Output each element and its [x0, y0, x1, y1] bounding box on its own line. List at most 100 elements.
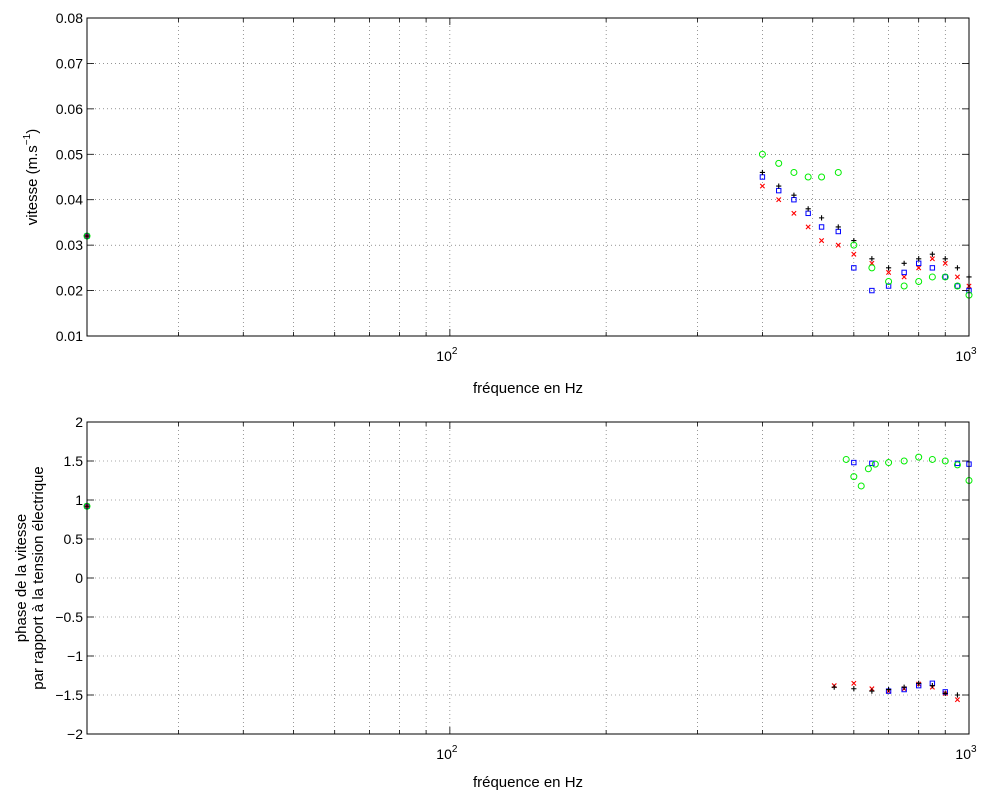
phase-points [83, 453, 973, 703]
phase-point-circle [953, 461, 961, 469]
velocity-point-square [851, 265, 857, 271]
velocity-point-plus [954, 265, 961, 271]
velocity-ticks: 0.01 0.02 0.03 0.04 0.05 0.06 0.07 0.08 102 103 [56, 10, 977, 364]
phase-y-tick-label: 1 [75, 492, 83, 508]
phase-point-plus [929, 683, 935, 689]
velocity-point-plus [929, 251, 935, 257]
velocity-axes-frame [86, 17, 970, 337]
velocity-x-tick-label: 103 [955, 346, 977, 364]
phase-point-circle [941, 457, 949, 465]
velocity-point-circle [850, 241, 858, 249]
velocity-point-circle [790, 168, 798, 176]
phase-x-axis-label: fréquence en Hz [473, 774, 583, 791]
velocity-panel: 0.01 0.02 0.03 0.04 0.05 0.06 0.07 0.08 102 103 f… [22, 10, 977, 397]
velocity-point-x [776, 197, 782, 203]
velocity-point-circle [885, 277, 893, 285]
velocity-point-circle [775, 159, 783, 167]
velocity-point-x [885, 269, 892, 275]
phase-point-circle [871, 460, 879, 468]
phase-point-circle [850, 473, 858, 481]
phase-point-x [851, 680, 857, 686]
phase-point-plus [885, 686, 892, 693]
velocity-point-square [885, 283, 892, 289]
velocity-y-tick-label: 0.04 [56, 192, 83, 208]
phase-y-tick-label: −1.5 [55, 687, 83, 703]
velocity-point-circle [758, 150, 766, 158]
velocity-y-tick-label: 0.01 [56, 328, 83, 344]
velocity-x-axis-label: fréquence en Hz [473, 380, 583, 397]
phase-x-tick-label: 103 [955, 744, 977, 762]
velocity-point-square [901, 269, 907, 276]
phase-y-tick-label: 0 [75, 570, 83, 586]
phase-y-axis-label: phase de la vitessepar rapport à la tens… [13, 466, 47, 689]
velocity-point-x [954, 274, 961, 280]
velocity-y-tick-label: 0.03 [56, 237, 83, 253]
phase-y-axis-label-line-2: par rapport à la tension électrique [30, 466, 47, 689]
phase-point-circle [915, 453, 923, 461]
velocity-y-axis-label-exponent: −1 [22, 133, 33, 145]
phase-point-plus [901, 684, 907, 690]
velocity-point-circle [868, 264, 876, 272]
phase-point-square [851, 459, 857, 466]
velocity-point-x [818, 238, 825, 244]
phase-point-x [954, 697, 961, 703]
phase-point-plus [916, 680, 922, 686]
velocity-point-plus [818, 215, 825, 221]
velocity-point-x [805, 224, 811, 230]
phase-point-plus [851, 686, 857, 692]
velocity-point-square [869, 287, 875, 294]
velocity-point-plus [885, 265, 892, 271]
phase-point-circle [857, 482, 865, 490]
velocity-point-circle [928, 273, 936, 281]
velocity-point-circle [818, 173, 826, 181]
phase-grid [87, 422, 969, 734]
phase-x-tick-label: 102 [436, 744, 458, 762]
velocity-y-axis-label-close: ) [24, 129, 41, 134]
velocity-point-plus [835, 224, 841, 230]
velocity-point-plus [759, 169, 766, 176]
velocity-point-x [942, 260, 948, 266]
velocity-point-x [929, 256, 935, 262]
velocity-y-tick-label: 0.02 [56, 283, 83, 299]
phase-point-circle [900, 457, 908, 465]
phase-ticks: −2 −1.5 −1 −0.5 0 0.5 1 1.5 2 102 103 [55, 414, 977, 762]
velocity-point-circle [804, 173, 812, 181]
phase-y-tick-label: −2 [67, 726, 83, 742]
velocity-grid [87, 18, 969, 336]
velocity-y-axis-label-base: vitesse (m.s [24, 145, 41, 225]
phase-point-circle [928, 455, 936, 463]
phase-panel: −2 −1.5 −1 −0.5 0 0.5 1 1.5 2 102 103 fréquence en… [13, 414, 977, 791]
phase-y-tick-label: −1 [67, 648, 83, 664]
phase-point-plus [954, 692, 961, 698]
phase-point-circle [842, 455, 850, 463]
velocity-point-x [851, 251, 857, 257]
velocity-point-x [759, 183, 766, 189]
phase-point-square [869, 460, 875, 467]
phase-y-tick-label: 1.5 [64, 453, 84, 469]
phase-point-circle [864, 465, 872, 473]
phase-y-tick-label: −0.5 [55, 609, 83, 625]
velocity-point-plus [901, 260, 907, 266]
velocity-point-x [916, 265, 922, 271]
velocity-point-x [791, 210, 797, 216]
velocity-point-plus [916, 256, 922, 262]
velocity-point-plus [942, 256, 948, 262]
velocity-point-circle [941, 273, 949, 281]
velocity-point-plus [869, 256, 875, 262]
phase-point-plus [942, 690, 948, 697]
velocity-point-square [818, 224, 825, 230]
velocity-point-x [901, 274, 907, 280]
phase-y-tick-label: 0.5 [64, 531, 84, 547]
velocity-y-tick-label: 0.08 [56, 10, 83, 26]
phase-point-plus [869, 688, 875, 694]
phase-y-axis-label-line-1: phase de la vitesse [13, 514, 30, 642]
velocity-x-tick-label: 102 [436, 346, 458, 364]
velocity-point-circle [953, 282, 961, 290]
velocity-point-circle [834, 168, 842, 176]
velocity-y-tick-label: 0.05 [56, 146, 83, 162]
velocity-point-x [835, 242, 841, 248]
phase-y-tick-label: 2 [75, 414, 83, 430]
velocity-point-circle [915, 277, 923, 285]
